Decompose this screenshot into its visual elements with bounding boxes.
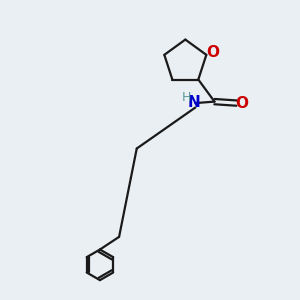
- Text: N: N: [188, 95, 200, 110]
- Text: H: H: [181, 91, 190, 104]
- Text: O: O: [206, 45, 219, 60]
- Text: O: O: [235, 96, 248, 111]
